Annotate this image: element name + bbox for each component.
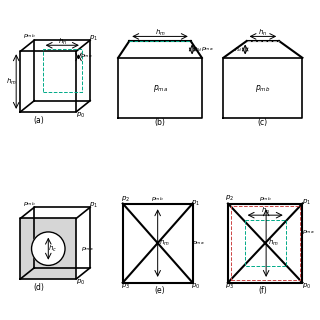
Text: (d): (d) (34, 283, 44, 292)
Text: $h_m$: $h_m$ (268, 238, 278, 248)
Text: $p_{mb}$: $p_{mb}$ (255, 83, 270, 93)
Text: $h_m$: $h_m$ (6, 76, 17, 87)
Text: (f): (f) (258, 286, 267, 295)
Text: $h_m$: $h_m$ (159, 238, 170, 248)
Text: $p_{mb}$: $p_{mb}$ (259, 195, 272, 203)
Text: $p_{ma}$: $p_{ma}$ (302, 228, 314, 236)
Text: $p_{ma}$: $p_{ma}$ (201, 44, 214, 52)
Text: $p_{ma}$: $p_{ma}$ (81, 245, 93, 253)
Circle shape (32, 232, 65, 265)
Polygon shape (20, 219, 76, 279)
Text: $p_0$: $p_0$ (191, 281, 201, 291)
Text: $h_n$: $h_n$ (258, 28, 268, 38)
Text: (c): (c) (257, 118, 268, 127)
Text: $h_d$: $h_d$ (234, 45, 243, 54)
Text: $p_{mb}$: $p_{mb}$ (23, 200, 36, 208)
Text: $h_n$: $h_n$ (260, 205, 270, 216)
Text: $h_c$: $h_c$ (48, 244, 58, 254)
Text: $p_{mb}$: $p_{mb}$ (151, 195, 164, 203)
Text: $p_1$: $p_1$ (89, 201, 98, 210)
Text: $p_{ma}$: $p_{ma}$ (80, 52, 92, 60)
Text: $p_0$: $p_0$ (301, 282, 311, 291)
Text: (e): (e) (155, 286, 165, 295)
Text: $p_{mb}$: $p_{mb}$ (23, 32, 36, 40)
Text: $p_{ma}$: $p_{ma}$ (153, 83, 167, 93)
Text: $h_m$: $h_m$ (155, 28, 165, 38)
Text: $p_2$: $p_2$ (121, 195, 130, 204)
Text: $h_d$: $h_d$ (194, 45, 203, 54)
Text: $p_2$: $p_2$ (225, 194, 234, 204)
Text: (b): (b) (155, 118, 165, 127)
Text: $p_{ma}$: $p_{ma}$ (192, 239, 204, 247)
Text: $p_0$: $p_0$ (76, 110, 85, 120)
Text: $p_1$: $p_1$ (302, 198, 311, 207)
Text: (a): (a) (34, 116, 44, 125)
Text: $p_3$: $p_3$ (121, 281, 130, 291)
Text: $p_1$: $p_1$ (89, 34, 98, 43)
Text: $h_n$: $h_n$ (58, 37, 67, 47)
Text: $p_1$: $p_1$ (191, 198, 200, 208)
Text: $p_0$: $p_0$ (76, 277, 85, 287)
Text: $p_3$: $p_3$ (225, 282, 235, 291)
